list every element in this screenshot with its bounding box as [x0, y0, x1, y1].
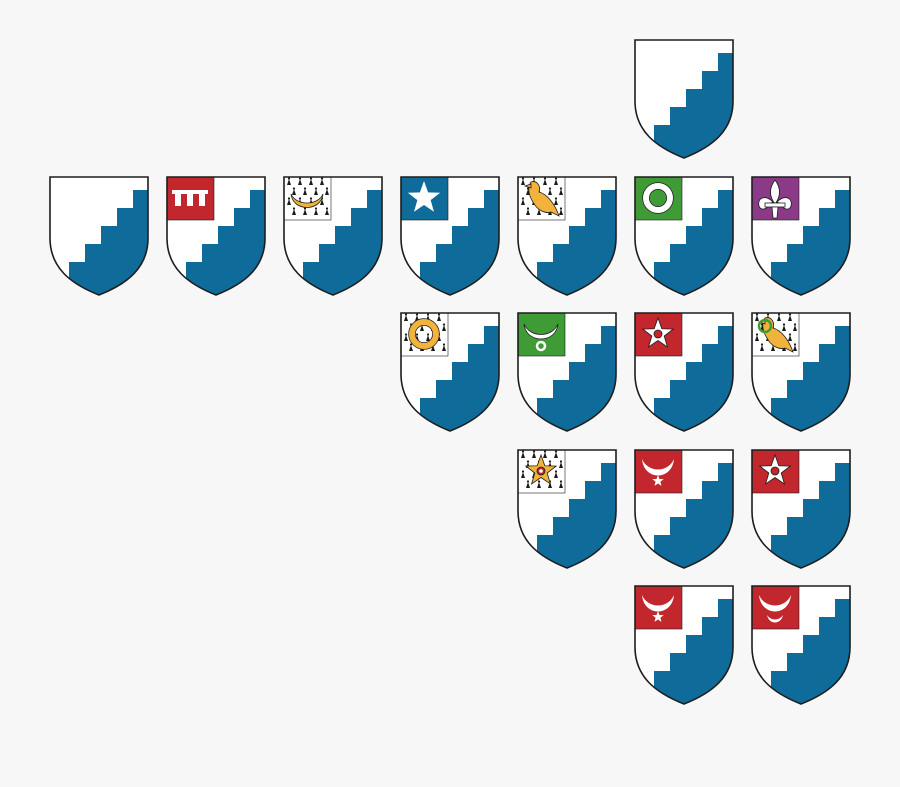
shield — [517, 175, 617, 296]
star-pierced-icon — [758, 453, 792, 485]
shield — [517, 448, 617, 569]
shield — [634, 448, 734, 569]
canton — [752, 313, 800, 357]
shield — [634, 312, 734, 432]
annulet-icon — [408, 318, 440, 350]
bird-icon — [523, 180, 560, 217]
bird-annulet-icon — [757, 317, 794, 353]
star-icon — [407, 180, 441, 212]
canton — [167, 176, 215, 220]
shield — [751, 175, 851, 296]
crescent-star-icon — [642, 595, 674, 622]
canton — [401, 176, 449, 220]
canton — [635, 176, 683, 220]
shield — [400, 312, 500, 432]
shield — [283, 175, 383, 296]
canton — [284, 176, 332, 220]
canton — [752, 449, 800, 493]
shield — [751, 448, 851, 569]
shield — [400, 175, 500, 296]
canton — [635, 586, 683, 630]
crescent-crescent-icon — [759, 595, 791, 623]
canton — [752, 176, 800, 220]
canton — [635, 449, 683, 493]
canton — [401, 313, 449, 357]
shield — [634, 175, 734, 296]
star-pierced-icon — [641, 316, 675, 348]
canton — [518, 313, 566, 357]
star-pierced-icon — [524, 453, 558, 485]
shield — [49, 175, 149, 296]
shield — [634, 39, 734, 159]
crescent-star-icon — [642, 458, 674, 486]
fleur-de-lis-icon — [758, 178, 792, 218]
crescent-icon — [290, 193, 324, 208]
shield — [166, 175, 266, 296]
annulet-icon — [642, 181, 674, 214]
crescent-annulet-icon — [523, 323, 559, 352]
shield — [634, 585, 734, 705]
shield — [751, 312, 851, 432]
canton — [635, 313, 683, 357]
label-icon — [172, 189, 208, 206]
shield — [751, 585, 851, 705]
canton — [518, 176, 566, 220]
canton — [518, 449, 566, 493]
shield — [517, 312, 617, 432]
canton — [752, 586, 800, 630]
